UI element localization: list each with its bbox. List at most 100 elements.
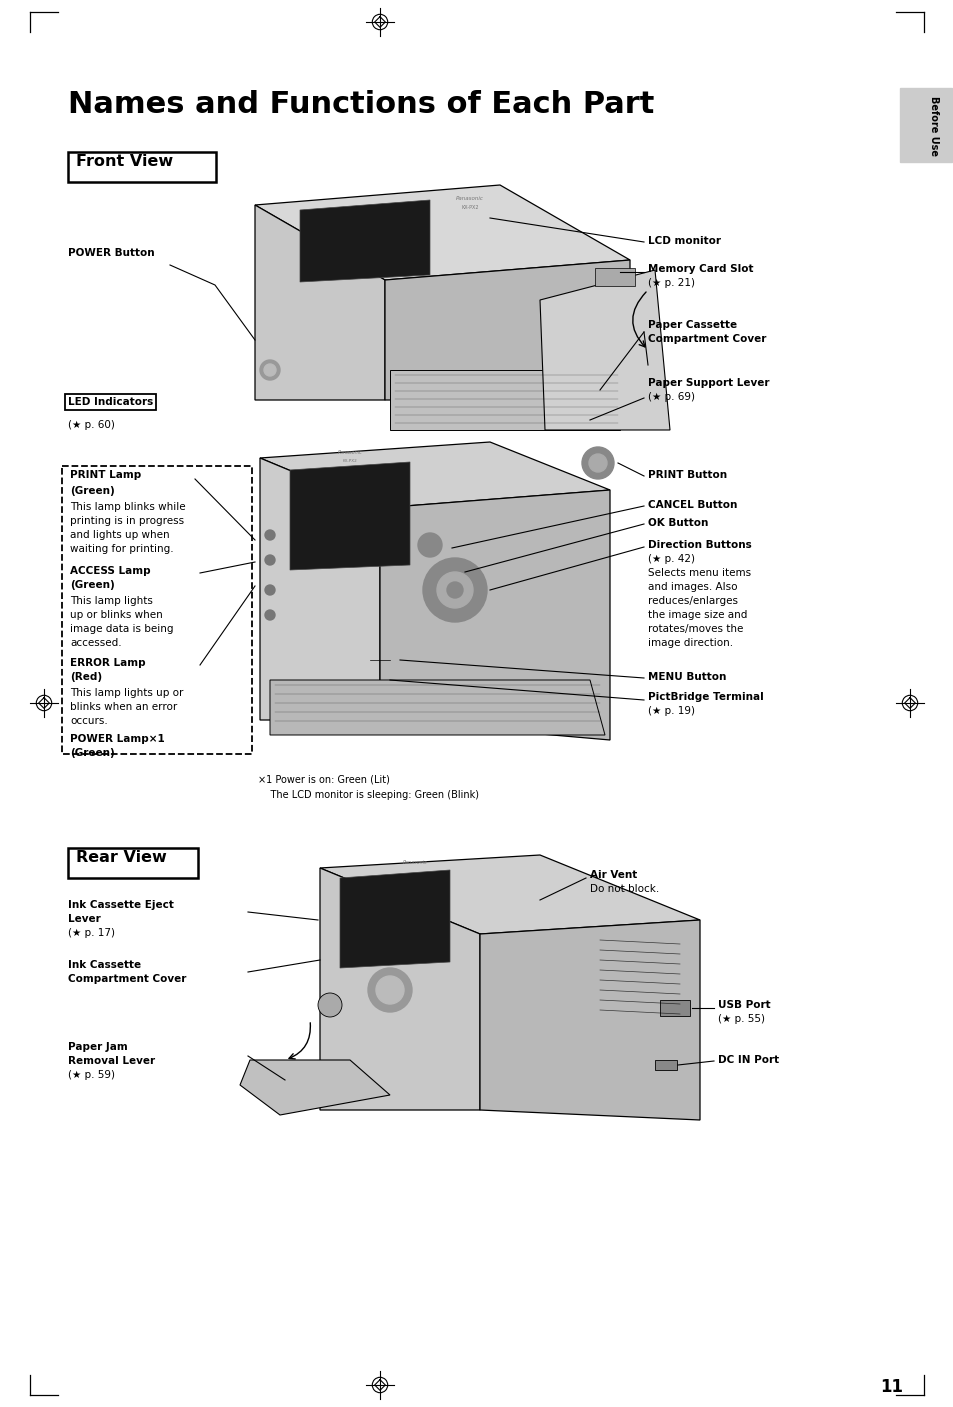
Text: PictBridge Terminal: PictBridge Terminal: [647, 692, 763, 702]
Polygon shape: [254, 184, 629, 280]
Text: ACCESS Lamp: ACCESS Lamp: [70, 566, 151, 575]
Text: LED Indicators: LED Indicators: [68, 397, 153, 407]
Text: This lamp lights up or: This lamp lights up or: [70, 688, 183, 698]
Text: (★ p. 42): (★ p. 42): [647, 554, 695, 564]
Circle shape: [375, 976, 403, 1005]
Text: image data is being: image data is being: [70, 623, 173, 635]
Bar: [595, 267, 635, 286]
Bar: [655, 1059, 677, 1069]
Polygon shape: [385, 260, 629, 400]
Circle shape: [588, 454, 606, 471]
FancyBboxPatch shape: [68, 848, 198, 878]
Text: (★ p. 60): (★ p. 60): [68, 421, 114, 431]
Text: up or blinks when: up or blinks when: [70, 611, 163, 620]
Text: ×1 Power is on: Green (Lit): ×1 Power is on: Green (Lit): [257, 774, 390, 784]
Polygon shape: [479, 920, 700, 1120]
Circle shape: [417, 533, 441, 557]
Text: Direction Buttons: Direction Buttons: [647, 540, 751, 550]
Text: KX-PX2: KX-PX2: [342, 459, 357, 463]
Text: OK Button: OK Button: [647, 518, 708, 528]
Polygon shape: [290, 461, 410, 570]
Polygon shape: [299, 200, 430, 281]
Circle shape: [265, 585, 274, 595]
Text: Ink Cassette Eject: Ink Cassette Eject: [68, 900, 173, 910]
Text: (★ p. 59): (★ p. 59): [68, 1069, 115, 1081]
Text: 11: 11: [880, 1377, 902, 1396]
Polygon shape: [539, 270, 669, 431]
Text: (★ p. 17): (★ p. 17): [68, 929, 115, 938]
Bar: [659, 1000, 689, 1016]
Text: printing is in progress: printing is in progress: [70, 516, 184, 526]
Polygon shape: [260, 442, 609, 508]
Text: This lamp lights: This lamp lights: [70, 597, 152, 606]
Text: KX-PX2: KX-PX2: [460, 205, 478, 210]
Text: Air Vent: Air Vent: [589, 870, 637, 879]
Circle shape: [264, 364, 275, 376]
Text: MENU Button: MENU Button: [647, 673, 725, 682]
Bar: [899, 89, 951, 162]
Polygon shape: [390, 370, 619, 431]
FancyBboxPatch shape: [68, 152, 215, 182]
Text: Panasonic: Panasonic: [337, 450, 362, 454]
Text: Removal Lever: Removal Lever: [68, 1057, 155, 1067]
Text: waiting for printing.: waiting for printing.: [70, 545, 173, 554]
Circle shape: [260, 360, 280, 380]
Text: Before Use: Before Use: [928, 96, 938, 156]
Text: (★ p. 69): (★ p. 69): [647, 393, 695, 402]
Circle shape: [265, 611, 274, 620]
Text: POWER Button: POWER Button: [68, 248, 154, 257]
Text: (★ p. 19): (★ p. 19): [647, 706, 695, 716]
Text: This lamp blinks while: This lamp blinks while: [70, 502, 186, 512]
Text: ERROR Lamp: ERROR Lamp: [70, 658, 146, 668]
Circle shape: [317, 993, 341, 1017]
Text: The LCD monitor is sleeping: Green (Blink): The LCD monitor is sleeping: Green (Blin…: [257, 789, 478, 801]
Text: Lever: Lever: [68, 915, 101, 924]
Text: occurs.: occurs.: [70, 716, 108, 726]
Text: and lights up when: and lights up when: [70, 530, 170, 540]
Polygon shape: [379, 490, 609, 740]
Text: CANCEL Button: CANCEL Button: [647, 499, 737, 509]
Text: the image size and: the image size and: [647, 611, 746, 620]
Text: Compartment Cover: Compartment Cover: [68, 974, 186, 983]
Text: reduces/enlarges: reduces/enlarges: [647, 597, 738, 606]
Circle shape: [422, 559, 486, 622]
Polygon shape: [339, 870, 450, 968]
Text: image direction.: image direction.: [647, 637, 732, 649]
Text: Paper Cassette: Paper Cassette: [647, 319, 737, 331]
Text: Ink Cassette: Ink Cassette: [68, 960, 141, 969]
Text: Panasonic: Panasonic: [456, 196, 483, 201]
Polygon shape: [240, 1059, 390, 1114]
Text: (★ p. 55): (★ p. 55): [718, 1014, 764, 1024]
Circle shape: [265, 530, 274, 540]
Polygon shape: [254, 205, 385, 400]
Text: USB Port: USB Port: [718, 1000, 770, 1010]
Text: POWER Lamp×1: POWER Lamp×1: [70, 734, 165, 744]
Text: Rear View: Rear View: [76, 850, 167, 865]
Polygon shape: [319, 868, 479, 1110]
Text: DC IN Port: DC IN Port: [718, 1055, 779, 1065]
Text: (Green): (Green): [70, 485, 114, 497]
Text: Front View: Front View: [76, 153, 172, 169]
Text: Names and Functions of Each Part: Names and Functions of Each Part: [68, 90, 654, 120]
Text: (★ p. 21): (★ p. 21): [647, 279, 695, 288]
Circle shape: [436, 573, 473, 608]
Text: Do not block.: Do not block.: [589, 884, 659, 893]
Text: LCD monitor: LCD monitor: [647, 236, 720, 246]
Circle shape: [447, 582, 462, 598]
Text: Selects menu items: Selects menu items: [647, 568, 750, 578]
Polygon shape: [319, 855, 700, 934]
Text: Compartment Cover: Compartment Cover: [647, 333, 765, 343]
Text: PRINT Lamp: PRINT Lamp: [70, 470, 141, 480]
Text: (Green): (Green): [70, 580, 114, 590]
Circle shape: [368, 968, 412, 1012]
Circle shape: [581, 447, 614, 478]
Polygon shape: [260, 459, 379, 720]
Circle shape: [265, 554, 274, 566]
Text: (Green): (Green): [70, 749, 114, 758]
Text: blinks when an error: blinks when an error: [70, 702, 177, 712]
Text: rotates/moves the: rotates/moves the: [647, 623, 742, 635]
Text: Paper Jam: Paper Jam: [68, 1043, 128, 1052]
Text: Paper Support Lever: Paper Support Lever: [647, 378, 769, 388]
Text: (Red): (Red): [70, 673, 102, 682]
Text: accessed.: accessed.: [70, 637, 121, 649]
